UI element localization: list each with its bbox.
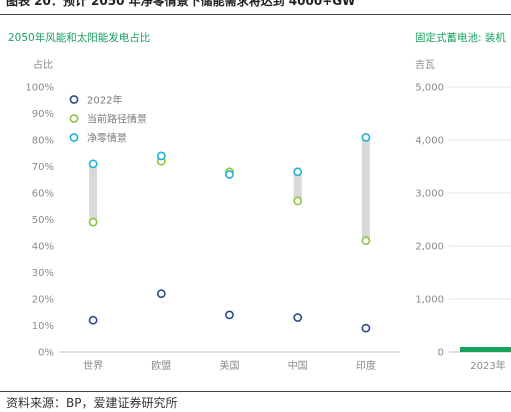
share-y-tick-label: 60% [32,189,54,200]
battery-y-tick-label: 5,000 [415,83,444,94]
share-y-tick-label: 30% [32,268,54,279]
share-point-series-1 [293,196,303,206]
share-x-tick-label: 欧盟 [151,360,171,372]
share-point-series-0 [88,315,98,325]
share-point-series-2 [225,170,234,179]
share-x-tick-label: 中国 [288,359,308,372]
share-y-tick-label: 100% [25,83,54,94]
battery-gridlines [449,86,511,353]
share-y-tick-label: 50% [32,215,54,226]
figure-title: 图表 20：预计 2050 年净零情景下储能需求将达到 4000+GW [6,0,356,8]
battery-chart: 固定式蓄电池: 装机 吉瓦 0 1,000 2,000 3,000 4,000 5,000… [415,31,511,372]
share-point-series-2 [361,132,371,142]
share-y-tick-label: 10% [32,321,54,332]
share-y-tick-label: 20% [32,295,54,306]
title-rule [0,14,511,15]
battery-y-tick-label: 0 [438,348,444,359]
battery-y-ticks: 0 1,000 2,000 3,000 4,000 5,000 [415,83,444,359]
battery-chart-title: 固定式蓄电池: 装机 [415,31,506,44]
share-chart-unit: 占比 [33,58,53,71]
battery-y-tick-label: 2,000 [415,242,444,253]
source-note: 资料来源：BP，爱建证券研究所 [6,396,178,410]
source-rule [0,391,511,392]
share-y-ticks: 0% 10% 20% 30% 40% 50% 60% 70% 80% 90% 100% [25,83,54,359]
share-y-tick-label: 80% [32,136,54,147]
share-point-series-2 [293,167,303,177]
share-point-series-0 [225,310,234,320]
share-points [88,132,371,333]
share-x-tick-label: 美国 [220,359,240,372]
share-point-series-1 [361,236,371,246]
share-range-bar [89,163,98,223]
legend-marker [69,114,79,123]
share-chart: 2050年风能和太阳能发电占比 占比 0% 10% 20% 30% 40% 50% 60% 7… [8,31,400,372]
share-point-series-2 [88,159,98,169]
share-y-tick-label: 90% [32,109,54,120]
share-x-ticks: 世界 欧盟 美国 中国 印度 [83,359,376,372]
share-point-series-1 [88,217,98,227]
share-x-tick-label: 印度 [356,359,376,372]
share-point-series-2 [156,151,166,161]
chart-canvas: 2050年风能和太阳能发电占比 占比 0% 10% 20% 30% 40% 50% 60% 7… [8,31,511,372]
battery-y-tick-label: 4,000 [415,136,444,147]
battery-x-tick-2023: 2023年 [470,359,505,372]
legend-marker [69,133,79,142]
share-range-bars [89,137,370,241]
legend-label: 净零情景 [87,132,127,145]
share-y-tick-label: 70% [32,162,54,173]
legend-label: 当前路径情景 [87,113,147,126]
share-point-series-0 [361,323,371,333]
share-point-series-0 [293,313,303,322]
share-chart-title: 2050年风能和太阳能发电占比 [8,31,150,44]
share-y-tick-label: 0% [38,348,54,359]
share-point-series-0 [156,289,166,299]
share-range-bar [361,137,370,241]
share-range-bar [293,171,302,201]
battery-bar-2023 [460,347,511,352]
battery-chart-unit: 吉瓦 [415,59,435,71]
share-y-tick-label: 40% [32,242,54,253]
share-x-tick-label: 世界 [83,360,103,372]
legend-background [64,90,182,148]
legend-label: 2022年 [87,94,122,107]
legend-marker [69,95,79,104]
battery-y-tick-label: 3,000 [415,189,444,200]
battery-y-tick-label: 1,000 [415,295,444,306]
